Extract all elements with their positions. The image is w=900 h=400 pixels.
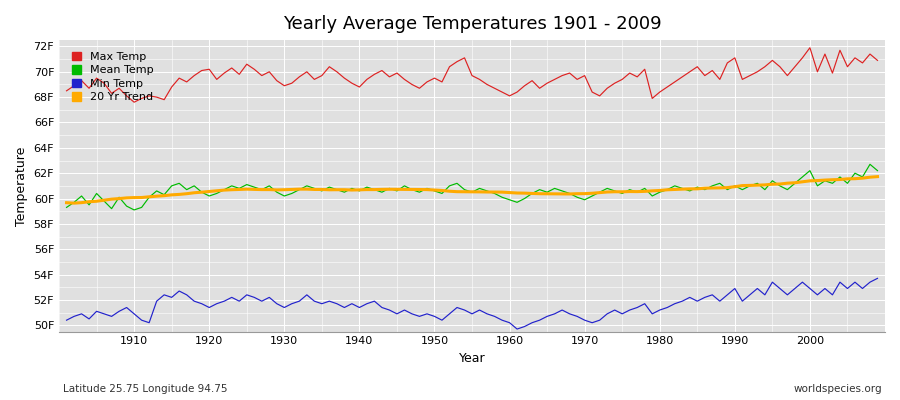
Title: Yearly Average Temperatures 1901 - 2009: Yearly Average Temperatures 1901 - 2009 (283, 15, 662, 33)
Legend: Max Temp, Mean Temp, Min Temp, 20 Yr Trend: Max Temp, Mean Temp, Min Temp, 20 Yr Tre… (68, 48, 157, 106)
X-axis label: Year: Year (459, 352, 485, 365)
Text: Latitude 25.75 Longitude 94.75: Latitude 25.75 Longitude 94.75 (63, 384, 228, 394)
Text: worldspecies.org: worldspecies.org (794, 384, 882, 394)
Y-axis label: Temperature: Temperature (15, 146, 28, 226)
